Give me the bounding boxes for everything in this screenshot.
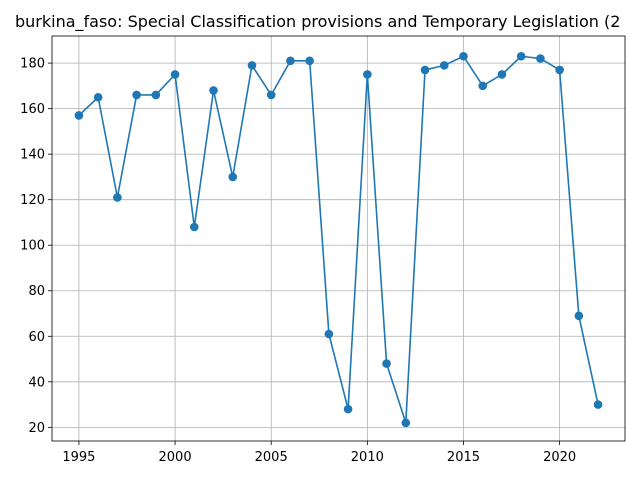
data-point <box>132 90 141 100</box>
data-point <box>266 90 276 100</box>
x-tick-label: 2005 <box>255 450 288 465</box>
x-tick-label: 1995 <box>62 450 95 465</box>
data-point <box>324 329 334 339</box>
y-tick-label: 40 <box>28 375 45 390</box>
data-point <box>209 86 218 95</box>
y-tick-label: 160 <box>20 102 45 117</box>
y-tick-label: 80 <box>28 284 45 299</box>
y-tick-label: 120 <box>20 193 45 208</box>
data-point <box>420 65 430 75</box>
data-point <box>151 90 161 100</box>
x-tick-label: 2010 <box>351 450 384 465</box>
x-tick-label: 2020 <box>543 450 576 465</box>
y-tick-label: 60 <box>28 330 45 345</box>
plot-area-frame <box>51 35 626 442</box>
data-point <box>574 311 584 321</box>
series-line <box>78 55 599 424</box>
y-axis-ticks: 20 40 60 80 100 120 140 160 180 <box>20 57 52 436</box>
data-point <box>536 54 545 63</box>
data-point <box>439 61 449 70</box>
x-axis-ticks: 1995 2000 2005 2010 2015 2020 <box>62 441 576 465</box>
data-point <box>382 359 391 368</box>
data-point <box>555 65 564 75</box>
data-point <box>363 70 372 79</box>
data-point <box>228 172 238 182</box>
data-point <box>343 404 353 414</box>
y-tick-label: 140 <box>20 148 45 163</box>
data-point <box>170 70 180 79</box>
data-point <box>497 70 507 79</box>
data-point <box>305 56 314 66</box>
x-tick-label: 2000 <box>159 450 192 465</box>
y-tick-label: 20 <box>28 421 45 436</box>
chart-title: burkina_faso: Special Classification pro… <box>15 12 620 32</box>
data-point <box>516 51 526 61</box>
data-point <box>247 61 257 70</box>
data-point <box>593 400 603 409</box>
data-point <box>478 81 488 91</box>
data-point <box>286 56 295 66</box>
grid-lines <box>52 36 625 441</box>
y-tick-label: 100 <box>20 239 45 254</box>
data-point <box>113 193 122 202</box>
series-layer <box>74 51 603 428</box>
x-tick-label: 2015 <box>447 450 480 465</box>
data-point <box>189 222 199 232</box>
y-tick-label: 180 <box>20 57 45 72</box>
data-point <box>93 92 103 102</box>
data-point <box>459 51 468 61</box>
data-point <box>401 418 411 428</box>
data-point <box>74 111 84 120</box>
